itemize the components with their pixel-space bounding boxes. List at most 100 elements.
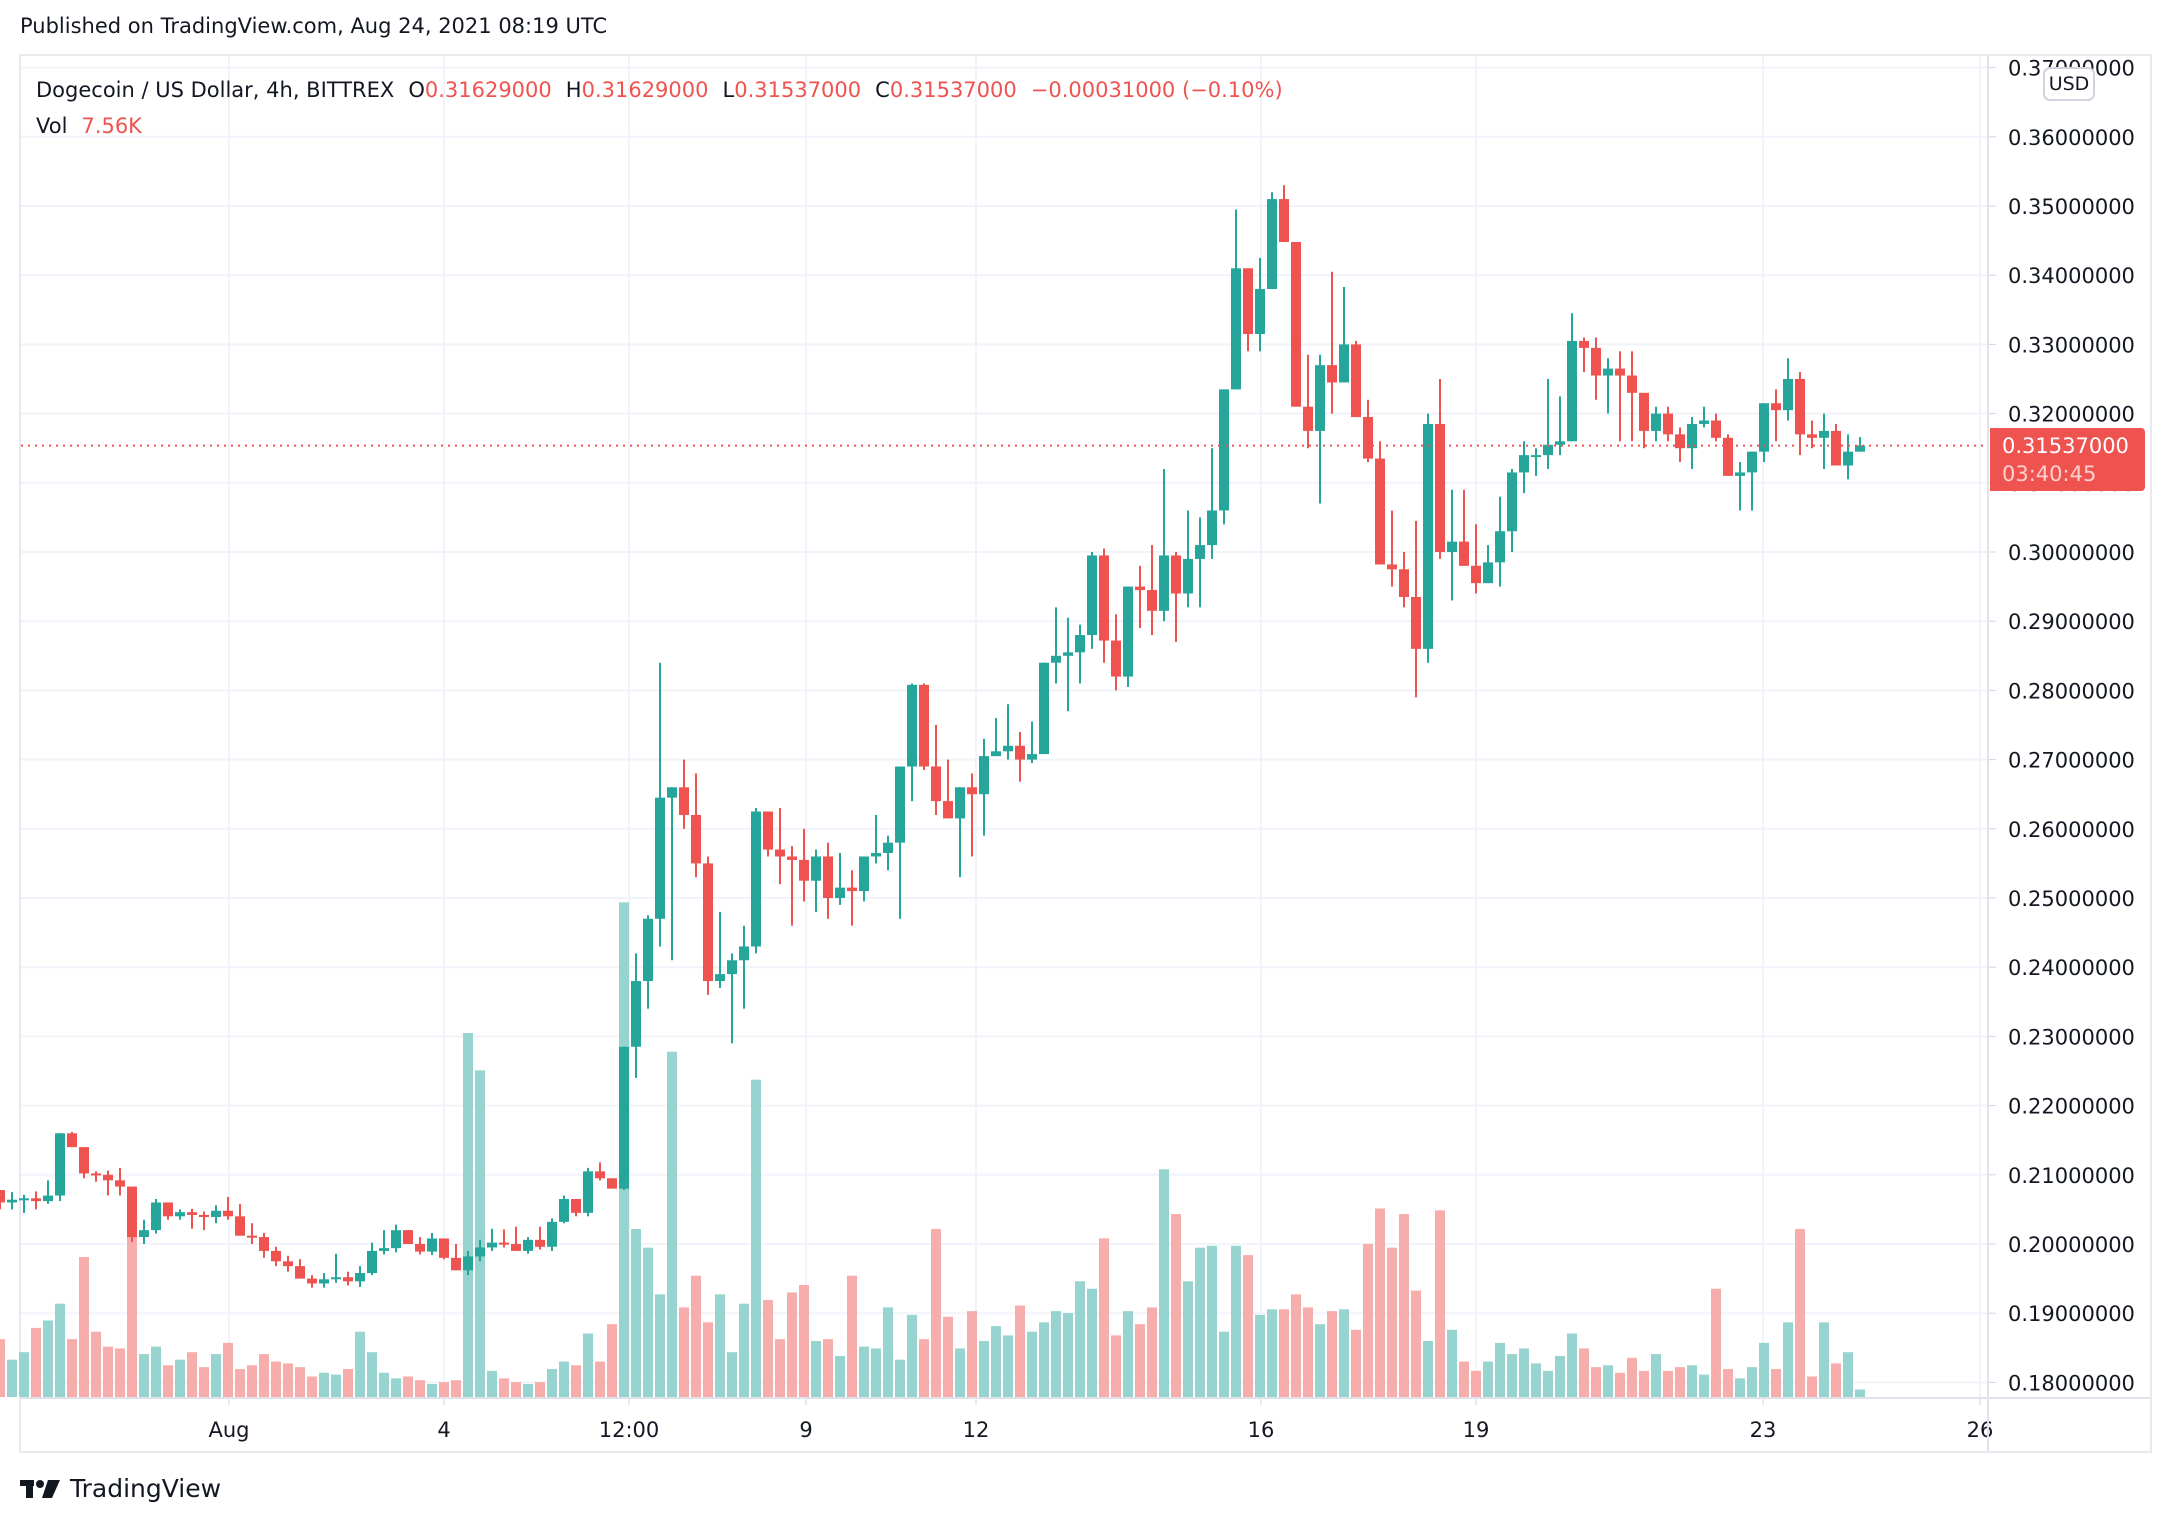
candle-body (1411, 596, 1421, 649)
candle-body (391, 1230, 401, 1249)
volume-bar (1147, 1307, 1157, 1397)
candle-body (547, 1221, 557, 1247)
candle-body (1267, 199, 1277, 290)
candle-body (0, 1190, 5, 1203)
y-tick-label: 0.23000000 (2008, 1025, 2135, 1049)
candle-body (115, 1180, 125, 1187)
volume-bar (1471, 1370, 1481, 1397)
y-tick-label: 0.24000000 (2008, 956, 2135, 980)
volume-bar (103, 1346, 113, 1397)
candle-body (367, 1250, 377, 1274)
volume-bar (1435, 1210, 1445, 1397)
volume-bar (1219, 1331, 1229, 1397)
currency-button[interactable]: USD (2043, 67, 2095, 101)
candle-body (571, 1199, 581, 1213)
candle-body (7, 1199, 17, 1203)
legend-row-volume: Vol 7.56K (36, 108, 1283, 144)
volume-bar (247, 1365, 257, 1397)
x-tick-label: 12:00 (599, 1418, 660, 1442)
candle-body (295, 1266, 305, 1279)
candle-body (91, 1173, 101, 1176)
footer-brand: TradingView (70, 1474, 222, 1503)
volume-bar (1111, 1335, 1121, 1397)
volume-bar (1363, 1243, 1373, 1397)
candle-body (835, 887, 845, 898)
volume-bar (1507, 1354, 1517, 1397)
candle-body (19, 1198, 29, 1201)
candle-body (1735, 472, 1745, 476)
volume-bar (835, 1355, 845, 1397)
volume-bar (379, 1372, 389, 1397)
candle-body (1399, 569, 1409, 597)
candle-body (1603, 368, 1613, 376)
x-tick-label: 26 (1967, 1418, 1994, 1442)
candle-body (871, 853, 881, 857)
volume-bar (979, 1341, 989, 1397)
candle-body (1075, 635, 1085, 653)
candle-body (1555, 441, 1565, 445)
volume-bar (319, 1372, 329, 1397)
candle-body (799, 859, 809, 881)
candle-body (895, 766, 905, 843)
volume-bar (1543, 1370, 1553, 1397)
candle-body (1087, 555, 1097, 636)
chart-frame (19, 54, 2152, 1453)
volume-bar (871, 1348, 881, 1397)
candle-body (463, 1256, 473, 1271)
candle-body (691, 814, 701, 864)
volume-bar (139, 1354, 149, 1397)
volume-bar (1099, 1238, 1109, 1397)
candle-body (1699, 420, 1709, 424)
candle-body (247, 1235, 257, 1238)
candle-body (775, 849, 785, 857)
candle-body (931, 766, 941, 802)
volume-bar (91, 1331, 101, 1397)
candle-body (379, 1248, 389, 1251)
volume-bar (1615, 1372, 1625, 1397)
volume-bar (199, 1367, 209, 1397)
candle-body (595, 1171, 605, 1179)
volume-bar (427, 1383, 437, 1397)
y-tick-label: 0.18000000 (2008, 1371, 2135, 1395)
y-tick-label: 0.27000000 (2008, 749, 2135, 773)
y-tick-label: 0.33000000 (2008, 333, 2135, 357)
symbol-title[interactable]: Dogecoin / US Dollar, 4h, BITTREX (36, 78, 395, 102)
volume-bar (499, 1378, 509, 1397)
volume-bar (343, 1369, 353, 1397)
volume-bar (1303, 1307, 1313, 1397)
candle-body (1483, 562, 1493, 584)
volume-bar (739, 1303, 749, 1397)
candle-body (907, 684, 917, 767)
candle-body (1435, 423, 1445, 552)
volume-bar (691, 1275, 701, 1397)
volume-bar (583, 1333, 593, 1397)
volume-bar (811, 1341, 821, 1397)
candle-body (727, 960, 737, 975)
volume-bar (223, 1342, 233, 1397)
volume-bar (919, 1339, 929, 1397)
candle-body (535, 1239, 545, 1247)
volume-bar (283, 1363, 293, 1397)
candle-body (1231, 268, 1241, 390)
high-value: 0.31629000 (581, 78, 709, 102)
last-price-tag: 0.31537000 03:40:45 (1990, 428, 2145, 491)
candle-body (487, 1242, 497, 1248)
candle-body (1615, 368, 1625, 376)
candle-body (955, 787, 965, 819)
candle-body (331, 1277, 341, 1280)
volume-bar (1231, 1245, 1241, 1397)
candle-body (1723, 437, 1733, 476)
candle-body (847, 887, 857, 892)
candle-body (607, 1178, 617, 1189)
volume-bar (1591, 1367, 1601, 1397)
candle-body (811, 856, 821, 881)
candle-body (1063, 652, 1073, 656)
y-tick-label: 0.34000000 (2008, 264, 2135, 288)
candle-body (355, 1273, 365, 1282)
candle-body (151, 1202, 161, 1231)
candle-body (1123, 586, 1133, 677)
volume-bar (1255, 1314, 1265, 1397)
volume-bar (19, 1352, 29, 1397)
candle-body (1243, 268, 1253, 335)
